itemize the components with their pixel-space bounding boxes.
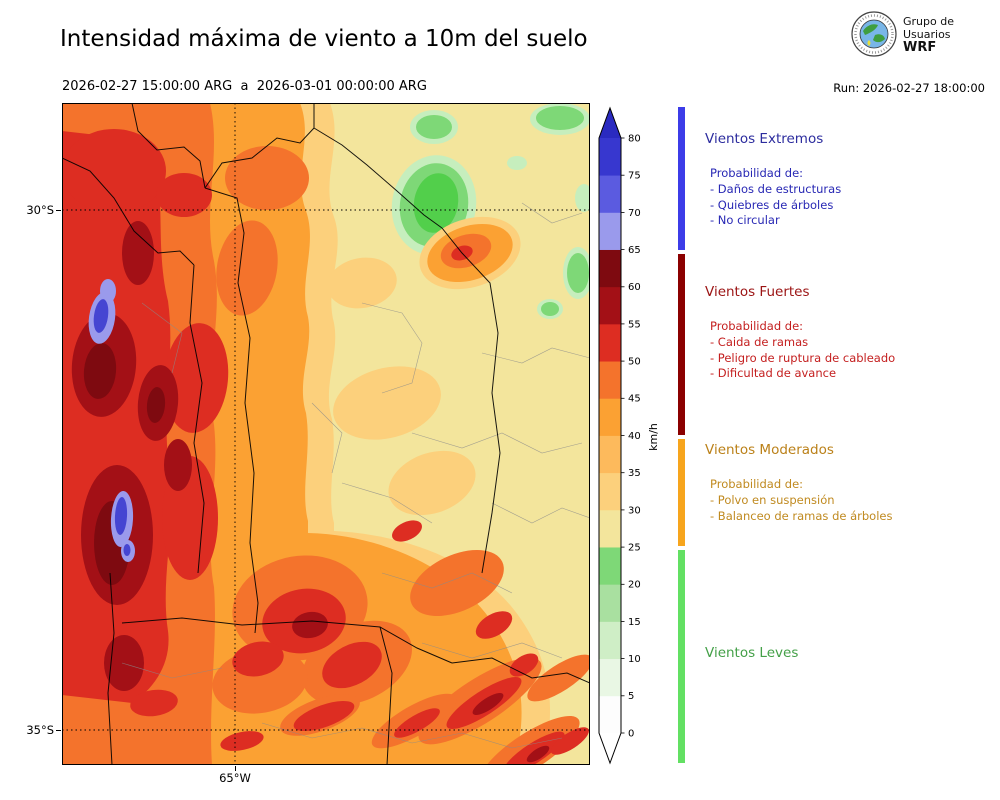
svg-text:35: 35 bbox=[628, 468, 641, 479]
svg-text:75: 75 bbox=[628, 171, 641, 182]
wind-intensity-field bbox=[61, 102, 593, 787]
svg-text:25: 25 bbox=[628, 543, 641, 554]
svg-text:0: 0 bbox=[628, 728, 634, 739]
logo-line-2: Usuarios bbox=[903, 27, 951, 41]
legend-body-strong: Probabilidad de: - Caida de ramas - Peli… bbox=[710, 319, 895, 382]
valid-period-label: 2026-02-27 15:00:00 ARG a 2026-03-01 00:… bbox=[62, 79, 427, 94]
svg-text:55: 55 bbox=[628, 319, 641, 330]
lat-label-35s: 35°S bbox=[26, 723, 54, 737]
svg-text:65: 65 bbox=[628, 245, 641, 256]
legend-strip-moderate bbox=[678, 439, 685, 546]
lat-label-30s: 30°S bbox=[26, 203, 54, 217]
legend-item: - No circular bbox=[710, 213, 780, 228]
svg-text:5: 5 bbox=[628, 691, 634, 702]
legend-body-moderate: Probabilidad de: - Polvo en suspensión -… bbox=[710, 477, 892, 524]
legend-title-strong: Vientos Fuertes bbox=[705, 284, 810, 300]
map-department-borders bbox=[121, 202, 591, 749]
legend-item: - Daños de estructuras bbox=[710, 181, 842, 196]
wind-map bbox=[61, 102, 593, 787]
legend-item: - Quiebres de árboles bbox=[710, 197, 834, 212]
lon-tick-65w bbox=[235, 766, 236, 771]
svg-text:50: 50 bbox=[628, 357, 641, 368]
svg-text:80: 80 bbox=[628, 133, 641, 144]
legend-item: - Dificultad de avance bbox=[710, 366, 837, 381]
lat-tick-30s bbox=[56, 210, 61, 211]
map-blue-patches bbox=[88, 279, 135, 562]
map-province-borders bbox=[61, 102, 591, 766]
map-frame bbox=[62, 103, 590, 765]
legend-item: - Caida de ramas bbox=[710, 334, 809, 349]
svg-text:10: 10 bbox=[628, 654, 641, 665]
model-run-label: Run: 2026-02-27 18:00:00 bbox=[833, 81, 985, 95]
lon-label-65w: 65°W bbox=[219, 771, 251, 785]
legend-strip-light bbox=[678, 550, 685, 763]
logo-line-3: WRF bbox=[903, 39, 937, 55]
wrf-logo-text: Grupo de Usuarios WRF bbox=[903, 15, 954, 54]
legend-title-extreme: Vientos Extremos bbox=[705, 131, 824, 147]
page-title: Intensidad máxima de viento a 10m del su… bbox=[60, 26, 588, 52]
legend-heading: Probabilidad de: bbox=[710, 477, 804, 491]
legend-title-light: Vientos Leves bbox=[705, 645, 799, 661]
svg-text:45: 45 bbox=[628, 394, 641, 405]
svg-text:20: 20 bbox=[628, 580, 641, 591]
svg-text:30: 30 bbox=[628, 505, 641, 516]
wrf-logo: Grupo de Usuarios WRF bbox=[851, 11, 954, 57]
legend-item: - Peligro de ruptura de cableado bbox=[710, 350, 896, 365]
legend-body-extreme: Probabilidad de: - Daños de estructuras … bbox=[710, 166, 841, 229]
wind-colorbar: 0 5 10 15 20 25 30 35 40 45 50 55 60 65 70 75 80 bbox=[598, 106, 641, 765]
lat-tick-35s bbox=[56, 730, 61, 731]
svg-text:15: 15 bbox=[628, 617, 641, 628]
svg-text:60: 60 bbox=[628, 282, 641, 293]
legend-item: - Polvo en suspensión bbox=[710, 492, 835, 507]
wrf-logo-globe-icon bbox=[851, 11, 897, 57]
colorbar-unit-label: km/h bbox=[646, 423, 660, 451]
logo-line-1: Grupo de bbox=[903, 14, 954, 28]
legend-strip-extreme bbox=[678, 107, 685, 250]
legend-item: - Balanceo de ramas de árboles bbox=[710, 508, 893, 523]
svg-text:40: 40 bbox=[628, 431, 641, 442]
legend-strip-strong bbox=[678, 254, 685, 435]
legend-title-moderate: Vientos Moderados bbox=[705, 442, 834, 458]
svg-text:70: 70 bbox=[628, 208, 641, 219]
legend-heading: Probabilidad de: bbox=[710, 166, 804, 180]
legend-heading: Probabilidad de: bbox=[710, 319, 804, 333]
